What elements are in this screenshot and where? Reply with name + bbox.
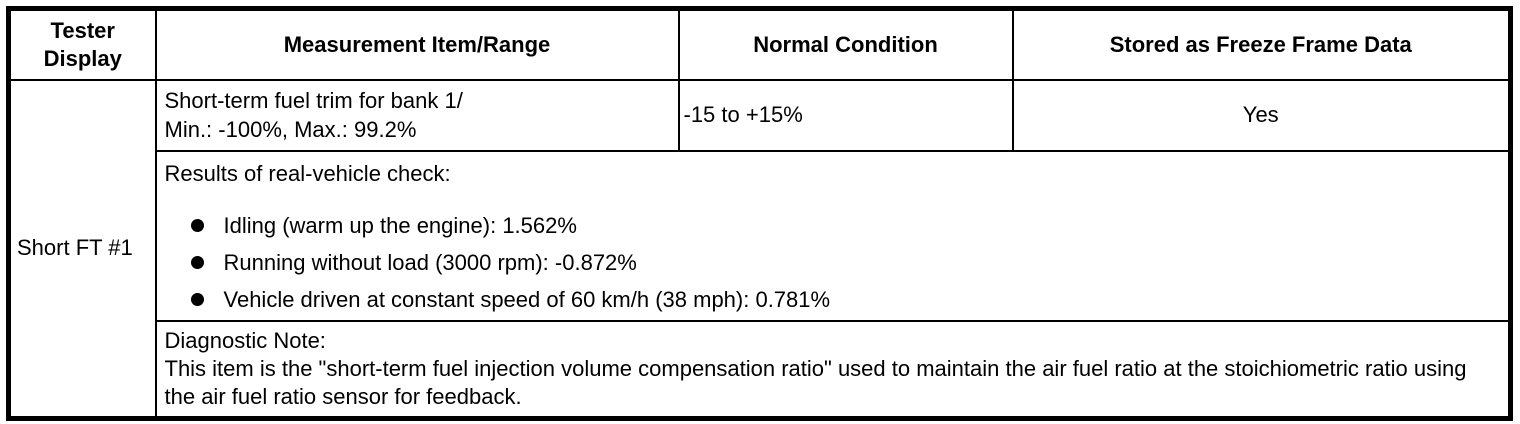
results-title: Results of real-vehicle check: [164,160,451,186]
result-constant-speed: Vehicle driven at constant speed of 60 k… [223,286,831,312]
cell-tester-display: Short FT #1 [7,78,157,420]
diagnostic-note-row: Diagnostic Note: This item is the "short… [9,319,1512,420]
cell-freeze-frame: Yes [1011,78,1512,152]
list-item: Vehicle driven at constant speed of 60 k… [165,281,1501,318]
measurement-range-row: Short FT #1 Short-term fuel trim for ban… [7,78,1512,420]
diagnostic-data-table: Tester Display Measurement Item/Range No… [6,6,1513,421]
cell-measurement-item: Short-term fuel trim for bank 1/ Min.: -… [154,78,680,152]
header-measurement-item-range: Measurement Item/Range [154,7,680,81]
header-tester-display: Tester Display [7,7,157,81]
measurement-item-line2: Min.: -100%, Max.: 99.2% [164,117,417,142]
bullet-icon [190,255,204,269]
tester-display-value: Short FT #1 [17,235,133,261]
list-item: Idling (warm up the engine): 1.562% [165,207,1501,244]
result-running-no-load: Running without load (3000 rpm): -0.872% [223,249,637,275]
vehicle-check-results-row: Results of real-vehicle check: Idling (w… [9,149,1512,322]
cell-normal-condition: -15 to +15% [677,78,1014,152]
header-normal-condition: Normal Condition [677,7,1014,81]
diagnostic-note-title: Diagnostic Note: [164,327,326,353]
result-idling: Idling (warm up the engine): 1.562% [223,212,577,238]
measurement-item-line1: Short-term fuel trim for bank 1/ [164,88,463,113]
bullet-icon [190,218,204,232]
diagnostic-note-body: This item is the "short-term fuel inject… [164,355,1467,409]
normal-condition-value: -15 to +15% [683,102,803,127]
header-row: Tester Display Measurement Item/Range No… [7,7,1512,81]
header-stored-freeze-frame: Stored as Freeze Frame Data [1011,7,1512,81]
freeze-frame-value: Yes [1242,102,1279,127]
cell-diagnostic-note: Diagnostic Note: This item is the "short… [154,319,1512,420]
list-item: Running without load (3000 rpm): -0.872% [165,244,1501,281]
bullet-icon [190,292,204,306]
cell-vehicle-check-results: Results of real-vehicle check: Idling (w… [154,149,1512,322]
